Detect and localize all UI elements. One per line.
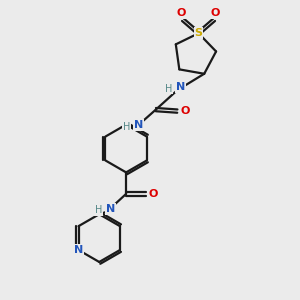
- Text: S: S: [194, 28, 202, 38]
- Text: N: N: [74, 245, 83, 255]
- Text: N: N: [176, 82, 185, 92]
- Text: O: O: [148, 189, 158, 199]
- Text: N: N: [106, 204, 115, 214]
- Text: H: H: [165, 84, 173, 94]
- Text: O: O: [177, 8, 186, 18]
- Text: H: H: [123, 122, 130, 132]
- Text: H: H: [95, 205, 102, 215]
- Text: O: O: [180, 106, 190, 116]
- Text: O: O: [211, 8, 220, 18]
- Text: N: N: [134, 120, 143, 130]
